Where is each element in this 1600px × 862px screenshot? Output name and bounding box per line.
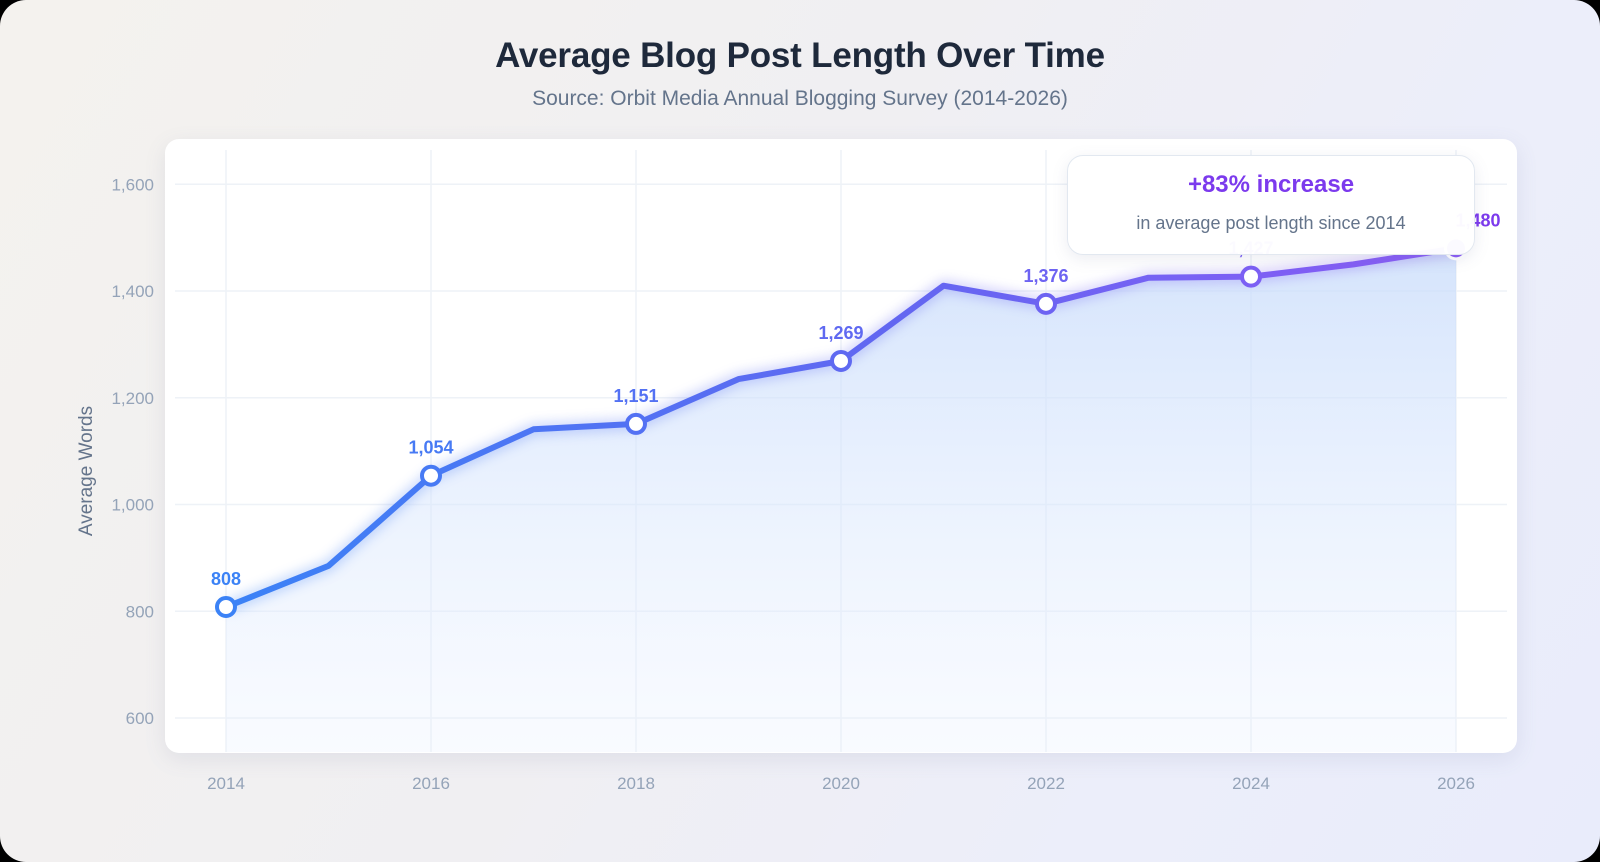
x-tick-label: 2026 [1437,774,1475,793]
data-label: 808 [211,569,241,589]
area-fill [226,248,1456,753]
y-axis-label: Average Words [76,406,97,536]
chart-title: Average Blog Post Length Over Time [495,36,1105,75]
x-tick-label: 2014 [207,774,245,793]
x-tick-label: 2024 [1232,774,1270,793]
data-point [420,464,442,487]
data-label: 1,151 [613,386,658,406]
y-tick-label: 1,200 [111,389,154,408]
data-label: 1,269 [818,323,863,343]
x-axis-ticks: 2014 2016 2018 2020 2022 2024 2026 [207,774,1475,793]
increase-callout: +83% increase in average post length sin… [1067,155,1475,255]
y-tick-label: 1,000 [111,496,154,515]
data-point [1035,292,1057,315]
y-tick-label: 1,400 [111,282,154,301]
data-point [830,349,852,372]
data-point [1240,265,1262,288]
chart-subtitle: Source: Orbit Media Annual Blogging Surv… [532,87,1068,110]
callout-detail: in average post length since 2014 [1136,213,1406,233]
y-tick-label: 1,600 [111,175,154,194]
x-tick-label: 2016 [412,774,450,793]
x-tick-label: 2018 [617,774,655,793]
y-axis-ticks: 600 800 1,000 1,200 1,400 1,600 [111,175,154,728]
data-label: 1,054 [408,438,453,458]
y-tick-label: 800 [126,602,154,621]
data-point [625,412,647,435]
callout-headline: +83% increase [1187,171,1355,198]
area-path [226,248,1456,753]
y-tick-label: 600 [126,709,154,728]
data-label: 1,376 [1023,266,1068,286]
x-tick-label: 2022 [1027,774,1065,793]
x-tick-label: 2020 [822,774,860,793]
data-point [215,595,237,618]
